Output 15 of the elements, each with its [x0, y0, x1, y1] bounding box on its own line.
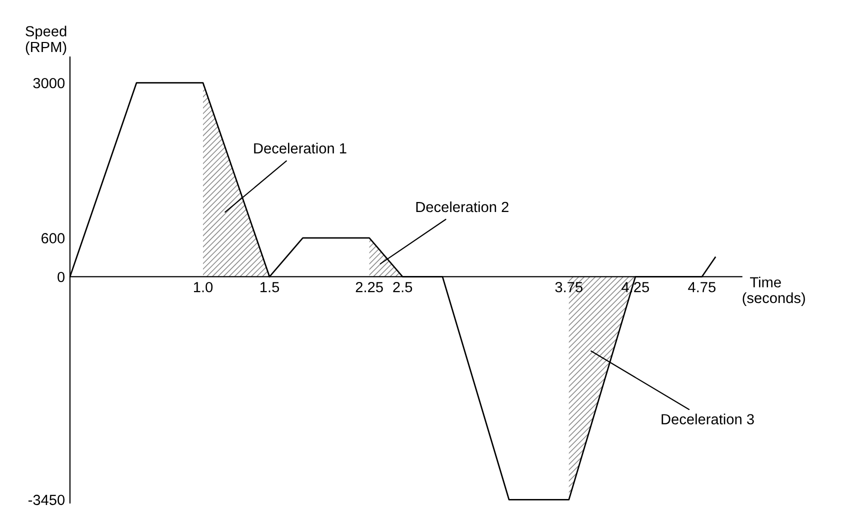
y-tick-label: 0: [58, 272, 65, 282]
x-tick-label: 2.25: [356, 282, 383, 292]
x-axis-title: Time (seconds): [742, 276, 805, 306]
y-tick-label: 600: [42, 233, 65, 244]
annotation: Deceleration 3: [662, 414, 754, 424]
y-tick-label: 3000: [33, 78, 65, 88]
x-tick-label: 4.75: [688, 282, 716, 292]
annotation: Deceleration 1: [254, 142, 346, 154]
y-axis-title: Speed (RPM): [26, 26, 66, 55]
x-tick-label: 1.0: [194, 282, 213, 292]
x-tick-label: 3.75: [555, 282, 582, 292]
annotation: Deceleration 2: [416, 201, 508, 212]
x-tick-label: 1.5: [260, 282, 280, 292]
x-tick-label: 2.5: [393, 282, 412, 292]
y-tick-label: -3450: [28, 494, 65, 506]
